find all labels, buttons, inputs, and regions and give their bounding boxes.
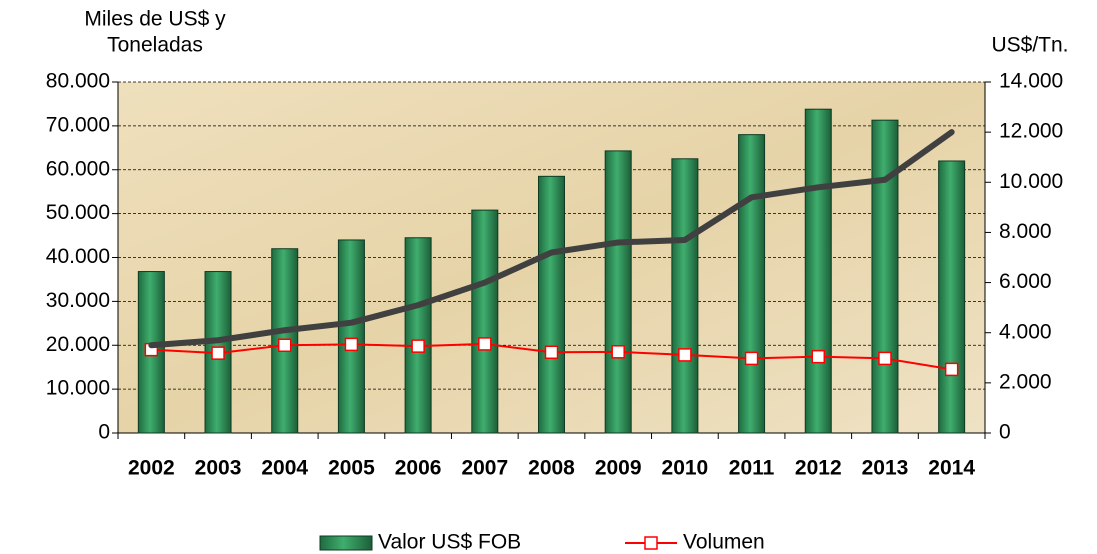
y2-tick-label: 6.000 — [999, 270, 1052, 293]
marker — [611, 345, 625, 359]
y2-axis-title: US$/Tn. — [991, 34, 1068, 57]
y-tick-label: 60.000 — [46, 157, 110, 180]
x-tick-label: 2004 — [261, 457, 308, 480]
marker — [344, 337, 359, 352]
marker — [478, 337, 492, 351]
y2-tick-label: 2.000 — [999, 370, 1052, 393]
legend-swatch — [644, 536, 658, 550]
bar — [337, 239, 365, 434]
x-tick-label: 2010 — [662, 457, 709, 480]
x-tick-label: 2013 — [862, 457, 909, 480]
legend-label: Valor US$ FOB — [378, 531, 521, 554]
bar — [804, 108, 832, 434]
marker — [678, 348, 692, 362]
bar — [471, 209, 499, 434]
legend-label: Volumen — [683, 531, 765, 554]
y-axis-title: Toneladas — [107, 34, 203, 57]
marker — [744, 351, 759, 366]
marker — [411, 339, 425, 353]
y-tick-label: 70.000 — [46, 113, 110, 136]
x-tick-label: 2002 — [128, 457, 175, 480]
y2-tick-label: 8.000 — [999, 220, 1052, 243]
bar — [871, 119, 899, 434]
x-tick-label: 2007 — [461, 457, 508, 480]
y2-tick-label: 14.000 — [999, 70, 1063, 93]
line — [148, 129, 955, 349]
marker — [811, 349, 826, 364]
y-axis-title: Miles de US$ y — [84, 8, 226, 31]
marker — [211, 346, 225, 360]
x-tick-label: 2014 — [928, 457, 975, 480]
x-tick-label: 2011 — [729, 457, 775, 480]
y2-tick-label: 10.000 — [999, 170, 1063, 193]
bar — [671, 158, 699, 434]
y2-tick-label: 0 — [999, 421, 1011, 444]
bar — [404, 237, 432, 434]
marker — [277, 338, 292, 352]
legend-swatch — [319, 535, 373, 551]
y-tick-label: 0 — [98, 421, 110, 444]
bar — [938, 160, 966, 434]
x-tick-label: 2003 — [195, 457, 242, 480]
y-tick-label: 50.000 — [46, 201, 110, 224]
y2-tick-label: 4.000 — [999, 320, 1052, 343]
x-tick-label: 2008 — [528, 457, 575, 480]
marker — [878, 351, 892, 366]
y2-tick-label: 12.000 — [999, 120, 1063, 143]
y-tick-label: 20.000 — [46, 333, 110, 356]
x-tick-label: 2012 — [795, 457, 842, 480]
y-tick-label: 80.000 — [46, 70, 110, 93]
marker — [544, 345, 559, 360]
bar — [604, 150, 632, 434]
x-tick-label: 2005 — [328, 457, 375, 480]
y-tick-label: 40.000 — [46, 245, 110, 268]
bar — [738, 134, 766, 434]
bar — [538, 175, 565, 434]
x-tick-label: 2006 — [395, 457, 442, 480]
y-tick-label: 10.000 — [46, 377, 110, 400]
y-tick-label: 30.000 — [46, 289, 110, 312]
marker — [944, 362, 959, 377]
x-tick-label: 2009 — [595, 457, 642, 480]
